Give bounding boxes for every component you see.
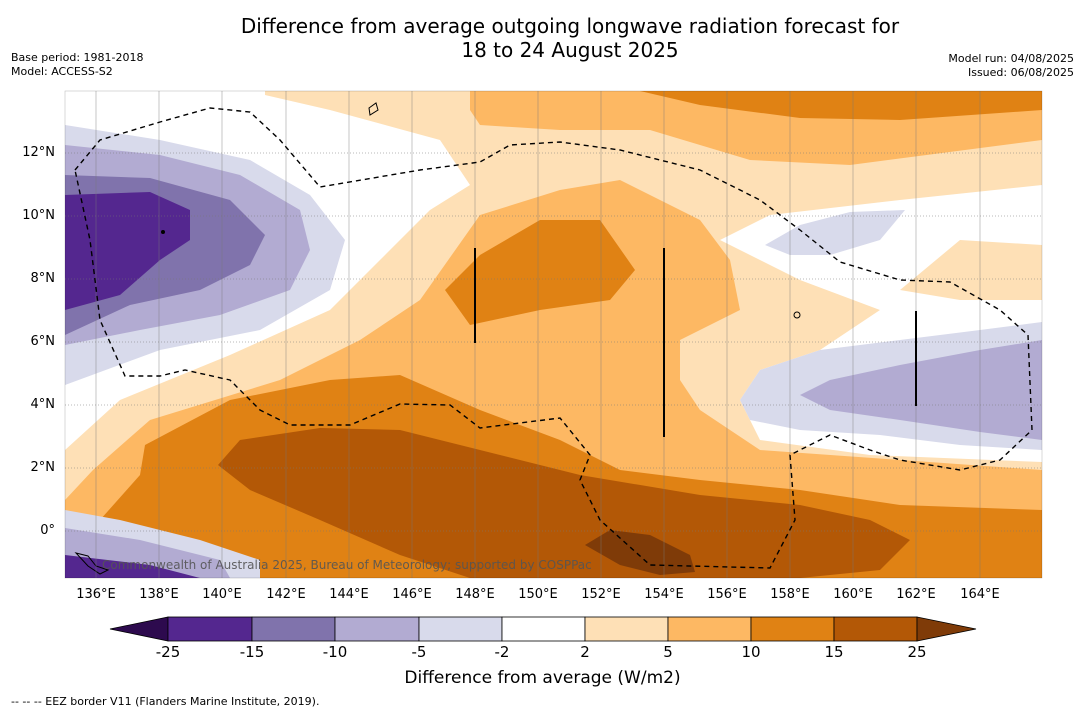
- lon-tick-142e: 142°E: [266, 587, 306, 602]
- lat-tick-10n: 10°N: [22, 208, 55, 223]
- lon-tick-162e: 162°E: [896, 587, 936, 602]
- band-2-5-east: [900, 240, 1042, 300]
- cb-label-4: -2: [494, 643, 510, 661]
- lon-tick-146e: 146°E: [392, 587, 432, 602]
- base-period: Base period: 1981-2018: [11, 51, 144, 64]
- lon-tick-140e: 140°E: [202, 587, 242, 602]
- lon-tick-144e: 144°E: [329, 587, 369, 602]
- cb-label-6: 5: [663, 643, 673, 661]
- meta-left: Base period: 1981-2018 Model: ACCESS-S2: [11, 51, 143, 79]
- title-line-2: 18 to 24 August 2025: [461, 38, 679, 62]
- colorbar-title: Difference from average (W/m2): [404, 668, 681, 688]
- island-outline-east: [793, 311, 801, 319]
- band-neg-2-5-east-north: [765, 210, 905, 255]
- lat-tick-4n: 4°N: [30, 397, 56, 412]
- lat-tick-8n: 8°N: [30, 271, 56, 286]
- cb-seg-above: [916, 616, 977, 642]
- model-name: Model: ACCESS-S2: [11, 65, 113, 78]
- lon-tick-136e: 136°E: [76, 587, 116, 602]
- island-dot: [161, 230, 165, 234]
- cb-seg-3: [334, 616, 420, 642]
- lon-tick-150e: 150°E: [518, 587, 558, 602]
- lat-tick-0: 0°: [40, 523, 55, 538]
- cb-seg-9: [833, 616, 918, 642]
- credit-text: Commonwealth of Australia 2025, Bureau o…: [102, 558, 592, 572]
- lon-tick-154e: 154°E: [644, 587, 684, 602]
- cb-seg-2: [251, 616, 336, 642]
- lat-gridlines: [65, 152, 1042, 532]
- lon-tick-148e: 148°E: [455, 587, 495, 602]
- cb-label-1: -15: [239, 643, 265, 661]
- cb-label-5: 2: [580, 643, 590, 661]
- island-outline: [368, 102, 379, 116]
- lon-tick-164e: 164°E: [960, 587, 1000, 602]
- band-10-15-north: [640, 91, 1042, 120]
- cb-seg-7: [667, 616, 752, 642]
- model-run: Model run: 04/08/2025: [948, 52, 1074, 65]
- cb-label-3: -5: [411, 643, 427, 661]
- band-neg-5-10-east: [800, 340, 1042, 440]
- title-line-1: Difference from average outgoing longwav…: [240, 14, 900, 38]
- lon-tick-138e: 138°E: [139, 587, 179, 602]
- coastline-southwest: [74, 552, 110, 575]
- cb-seg-below: [109, 616, 169, 642]
- lon-tick-156e: 156°E: [707, 587, 747, 602]
- map-frame: [64, 90, 1043, 579]
- band-neg-15-25-southwest: [65, 555, 200, 578]
- lon-tick-158e: 158°E: [770, 587, 810, 602]
- anomaly-field: [65, 91, 1042, 578]
- lat-tick-12n: 12°N: [22, 145, 55, 160]
- cb-seg-8: [750, 616, 835, 642]
- lon-tick-152e: 152°E: [581, 587, 621, 602]
- lat-tick-6n: 6°N: [30, 334, 56, 349]
- lat-tick-2n: 2°N: [30, 460, 56, 475]
- cb-seg-5: [501, 616, 586, 642]
- meta-right: Model run: 04/08/2025 Issued: 06/08/2025: [948, 52, 1074, 80]
- lon-tick-160e: 160°E: [833, 587, 873, 602]
- colorbar: [109, 616, 977, 642]
- cb-label-9: 25: [907, 643, 927, 661]
- cb-seg-1: [167, 616, 253, 642]
- cb-label-8: 15: [824, 643, 844, 661]
- cb-label-0: -25: [155, 643, 181, 661]
- cb-seg-6: [584, 616, 669, 642]
- band-above-25: [585, 530, 695, 575]
- eez-footnote: -- -- -- EEZ border V11 (Flanders Marine…: [11, 695, 320, 708]
- cb-seg-4: [418, 616, 503, 642]
- cb-label-7: 10: [741, 643, 761, 661]
- band-10-15-mid: [445, 220, 635, 325]
- map-title: Difference from average outgoing longwav…: [180, 14, 960, 62]
- issued-date: Issued: 06/08/2025: [967, 66, 1074, 79]
- cb-label-2: -10: [322, 643, 348, 661]
- band-15-25: [218, 428, 910, 578]
